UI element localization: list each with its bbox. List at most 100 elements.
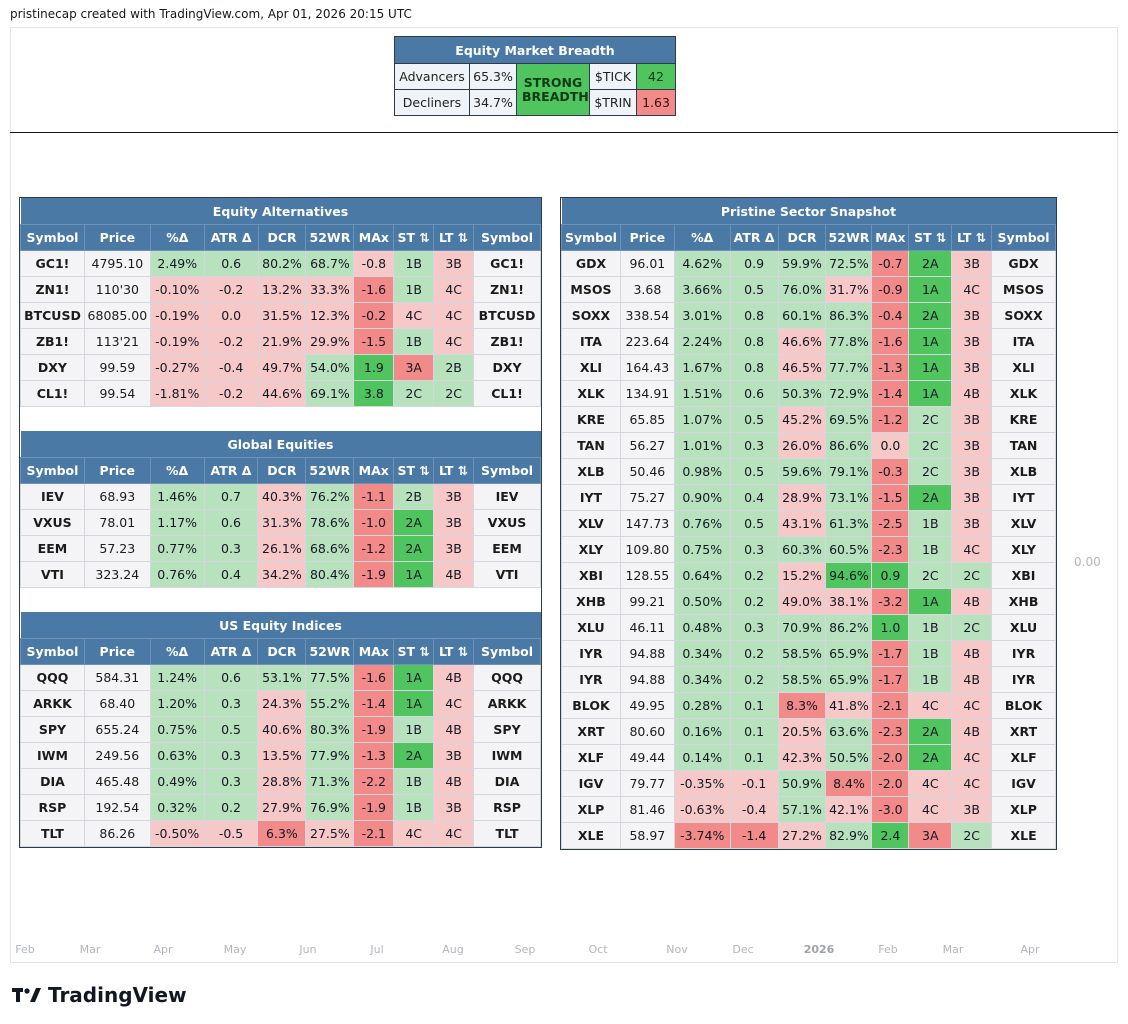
table-row[interactable]: IWM 249.56 0.63% 0.3 13.5% 77.9% -1.3 2A 3B IWM: [20, 742, 541, 769]
section-1-col-header[interactable]: 52WR: [305, 457, 355, 484]
symbol-cell[interactable]: DXY: [20, 354, 85, 381]
table-row[interactable]: RSP 192.54 0.32% 0.2 27.9% 76.9% -1.9 1B 3B RSP: [20, 794, 541, 821]
table-row[interactable]: XBI 128.55 0.64% 0.2 15.2% 94.6% 0.9 2C 2C XBI: [561, 562, 1056, 589]
symbol-cell-right[interactable]: XLB: [991, 458, 1056, 485]
table-row[interactable]: QQQ 584.31 1.24% 0.6 53.1% 77.5% -1.6 1A 4B QQQ: [20, 664, 541, 691]
symbol-cell[interactable]: MSOS: [561, 276, 621, 303]
table-row[interactable]: XLV 147.73 0.76% 0.5 43.1% 61.3% -2.5 1B 3B XLV: [561, 510, 1056, 537]
symbol-cell[interactable]: KRE: [561, 406, 621, 433]
table-row[interactable]: EEM 57.23 0.77% 0.3 26.1% 68.6% -1.2 2A 3B EEM: [20, 535, 541, 562]
section-2-col-header[interactable]: 52WR: [305, 638, 355, 665]
section-0-col-header[interactable]: LT ⇅: [433, 224, 475, 251]
symbol-cell[interactable]: ZB1!: [20, 328, 85, 355]
section-2-col-header[interactable]: LT ⇅: [433, 638, 475, 665]
symbol-cell-right[interactable]: ITA: [991, 328, 1056, 355]
table-row[interactable]: IYT 75.27 0.90% 0.4 28.9% 73.1% -1.5 2A 3B IYT: [561, 484, 1056, 511]
symbol-cell[interactable]: IWM: [20, 742, 85, 769]
sector-col-header[interactable]: Symbol: [561, 224, 621, 251]
table-row[interactable]: IYR 94.88 0.34% 0.2 58.5% 65.9% -1.7 1B 4B IYR: [561, 640, 1056, 667]
table-row[interactable]: XHB 99.21 0.50% 0.2 49.0% 38.1% -3.2 1A 4B XHB: [561, 588, 1056, 615]
section-2-col-header[interactable]: %Δ: [149, 638, 205, 665]
symbol-cell-right[interactable]: XBI: [991, 562, 1056, 589]
sector-col-header[interactable]: ATR Δ: [729, 224, 779, 251]
section-0-col-header[interactable]: MAx: [353, 224, 395, 251]
symbol-cell[interactable]: RSP: [20, 794, 85, 821]
table-row[interactable]: GDX 96.01 4.62% 0.9 59.9% 72.5% -0.7 2A 3B GDX: [561, 250, 1056, 277]
table-row[interactable]: XLU 46.11 0.48% 0.3 70.9% 86.2% 1.0 1B 2C XLU: [561, 614, 1056, 641]
symbol-cell-right[interactable]: XLE: [991, 822, 1056, 849]
symbol-cell[interactable]: SOXX: [561, 302, 621, 329]
symbol-cell[interactable]: XLK: [561, 380, 621, 407]
symbol-cell-right[interactable]: IYR: [991, 666, 1056, 693]
section-0-col-header[interactable]: ST ⇅: [393, 224, 435, 251]
symbol-cell-right[interactable]: ZN1!: [473, 276, 541, 303]
symbol-cell-right[interactable]: BTCUSD: [473, 302, 541, 329]
table-row[interactable]: XLF 49.44 0.14% 0.1 42.3% 50.5% -2.0 2A 4C XLF: [561, 744, 1056, 771]
table-row[interactable]: VXUS 78.01 1.17% 0.6 31.3% 78.6% -1.0 2A 3B VXUS: [20, 509, 541, 536]
symbol-cell-right[interactable]: XRT: [991, 718, 1056, 745]
symbol-cell-right[interactable]: IGV: [991, 770, 1056, 797]
table-row[interactable]: ZB1! 113'21 -0.19% -0.2 21.9% 29.9% -1.5 1B 4C ZB…: [20, 328, 541, 355]
symbol-cell-right[interactable]: XHB: [991, 588, 1056, 615]
table-row[interactable]: KRE 65.85 1.07% 0.5 45.2% 69.5% -1.2 2C 3B KRE: [561, 406, 1056, 433]
sector-col-header[interactable]: ST ⇅: [908, 224, 953, 251]
section-2-col-header[interactable]: ATR Δ: [203, 638, 259, 665]
table-row[interactable]: SOXX 338.54 3.01% 0.8 60.1% 86.3% -0.4 2A 3B SOXX: [561, 302, 1056, 329]
symbol-cell-right[interactable]: CL1!: [473, 380, 541, 407]
symbol-cell[interactable]: CL1!: [20, 380, 85, 407]
section-1-col-header[interactable]: ATR Δ: [203, 457, 259, 484]
table-row[interactable]: MSOS 3.68 3.66% 0.5 76.0% 31.7% -0.9 1A 4C MSOS: [561, 276, 1056, 303]
symbol-cell-right[interactable]: VXUS: [473, 509, 541, 536]
symbol-cell[interactable]: XLI: [561, 354, 621, 381]
symbol-cell-right[interactable]: TLT: [473, 820, 541, 847]
table-row[interactable]: XRT 80.60 0.16% 0.1 20.5% 63.6% -2.3 2A 4B XRT: [561, 718, 1056, 745]
symbol-cell[interactable]: XLF: [561, 744, 621, 771]
table-row[interactable]: BLOK 49.95 0.28% 0.1 8.3% 41.8% -2.1 4C 4C BLOK: [561, 692, 1056, 719]
symbol-cell[interactable]: GDX: [561, 250, 621, 277]
symbol-cell[interactable]: XLE: [561, 822, 621, 849]
symbol-cell[interactable]: ITA: [561, 328, 621, 355]
symbol-cell-right[interactable]: KRE: [991, 406, 1056, 433]
symbol-cell[interactable]: XLY: [561, 536, 621, 563]
symbol-cell[interactable]: XLP: [561, 796, 621, 823]
table-row[interactable]: TLT 86.26 -0.50% -0.5 6.3% 27.5% -2.1 4C 4C TLT: [20, 820, 541, 847]
table-row[interactable]: XLK 134.91 1.51% 0.6 50.3% 72.9% -1.4 1A 4B XLK: [561, 380, 1056, 407]
section-1-col-header[interactable]: %Δ: [149, 457, 205, 484]
symbol-cell[interactable]: BLOK: [561, 692, 621, 719]
symbol-cell[interactable]: IGV: [561, 770, 621, 797]
symbol-cell-right[interactable]: XLY: [991, 536, 1056, 563]
symbol-cell-right[interactable]: TAN: [991, 432, 1056, 459]
symbol-cell-right[interactable]: QQQ: [473, 664, 541, 691]
table-row[interactable]: ITA 223.64 2.24% 0.8 46.6% 77.8% -1.6 1A 3B ITA: [561, 328, 1056, 355]
table-row[interactable]: DIA 465.48 0.49% 0.3 28.8% 71.3% -2.2 1B 4B DIA: [20, 768, 541, 795]
symbol-cell-right[interactable]: BLOK: [991, 692, 1056, 719]
symbol-cell-right[interactable]: IYT: [991, 484, 1056, 511]
chart-pane[interactable]: [10, 27, 1118, 963]
symbol-cell[interactable]: IEV: [20, 483, 85, 510]
table-row[interactable]: XLB 50.46 0.98% 0.5 59.6% 79.1% -0.3 2C 3B XLB: [561, 458, 1056, 485]
symbol-cell[interactable]: DIA: [20, 768, 85, 795]
symbol-cell[interactable]: ARKK: [20, 690, 85, 717]
symbol-cell-right[interactable]: XLU: [991, 614, 1056, 641]
symbol-cell[interactable]: XLV: [561, 510, 621, 537]
symbol-cell-right[interactable]: ARKK: [473, 690, 541, 717]
section-2-col-header[interactable]: Price: [83, 638, 151, 665]
table-row[interactable]: DXY 99.59 -0.27% -0.4 49.7% 54.0% 1.9 3A 2B DXY: [20, 354, 541, 381]
symbol-cell-right[interactable]: SOXX: [991, 302, 1056, 329]
section-1-col-header[interactable]: Price: [83, 457, 151, 484]
symbol-cell[interactable]: BTCUSD: [20, 302, 85, 329]
symbol-cell-right[interactable]: IEV: [473, 483, 541, 510]
table-row[interactable]: ARKK 68.40 1.20% 0.3 24.3% 55.2% -1.4 1A 4C ARKK: [20, 690, 541, 717]
section-0-col-header[interactable]: DCR: [257, 224, 307, 251]
symbol-cell[interactable]: XBI: [561, 562, 621, 589]
sector-col-header[interactable]: Price: [619, 224, 675, 251]
section-0-col-header[interactable]: 52WR: [305, 224, 355, 251]
symbol-cell[interactable]: IYR: [561, 640, 621, 667]
sector-col-header[interactable]: %Δ: [673, 224, 731, 251]
symbol-cell[interactable]: ZN1!: [20, 276, 85, 303]
symbol-cell[interactable]: QQQ: [20, 664, 85, 691]
section-1-col-header[interactable]: Symbol: [473, 457, 541, 484]
symbol-cell-right[interactable]: DXY: [473, 354, 541, 381]
symbol-cell-right[interactable]: XLP: [991, 796, 1056, 823]
symbol-cell-right[interactable]: VTI: [473, 561, 541, 588]
